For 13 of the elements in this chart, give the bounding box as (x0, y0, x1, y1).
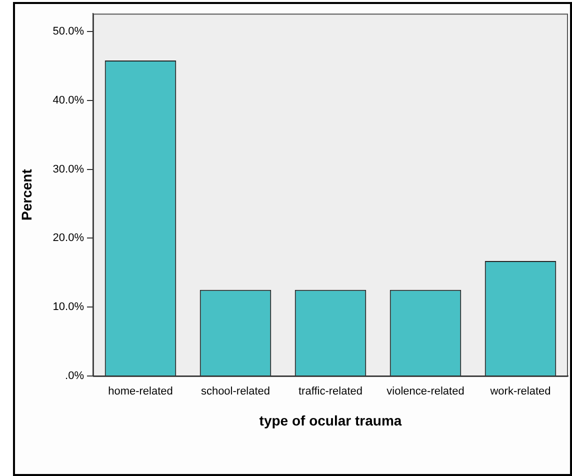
x-tick-label: school-related (200, 386, 270, 398)
x-tick-label: home-related (108, 386, 173, 398)
x-tick-label: traffic-related (298, 386, 362, 398)
x-tick-label: violence-related (386, 386, 464, 398)
y-tick-label: 50.0% (52, 26, 84, 38)
x-axis-title: type of ocular trauma (259, 412, 402, 428)
x-tick-label: work-related (489, 386, 551, 398)
y-tick-label: 40.0% (52, 94, 84, 106)
y-axis-title: Percent (18, 168, 34, 220)
y-tick-label: 30.0% (52, 163, 84, 176)
y-tick-label: 20.0% (52, 232, 84, 244)
y-tick-label: .0% (65, 370, 84, 382)
y-tick-label: 10.0% (52, 301, 84, 314)
